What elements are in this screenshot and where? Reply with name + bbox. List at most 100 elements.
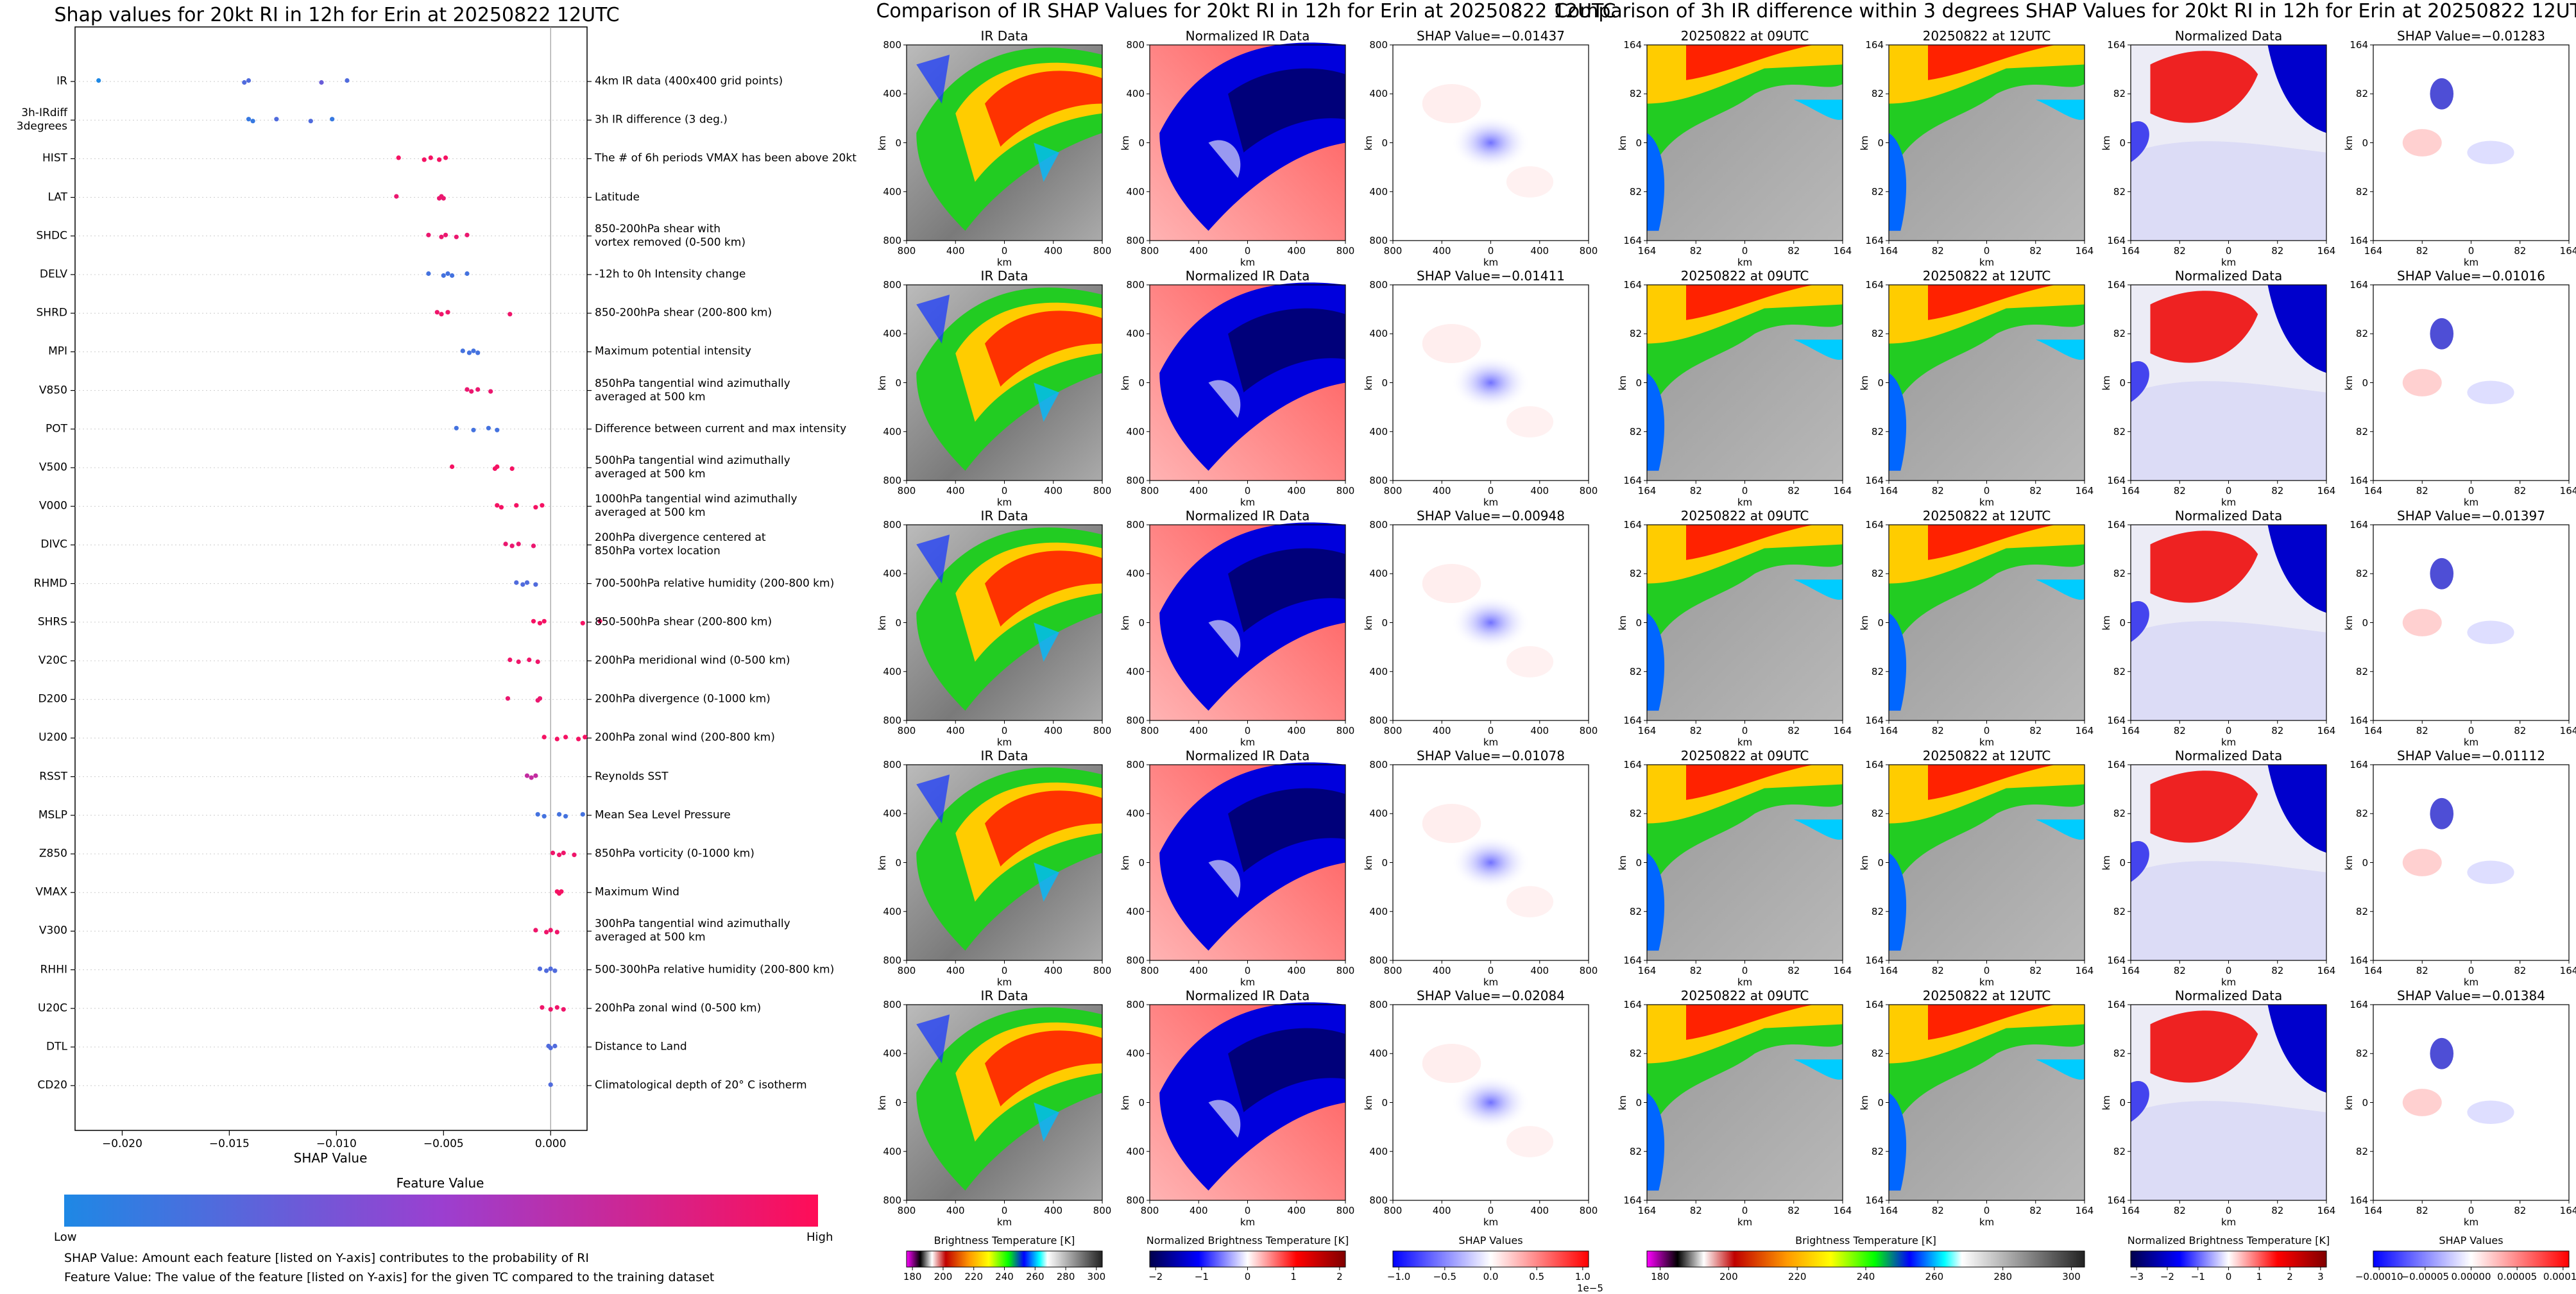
ir-panel-norm	[1147, 1002, 1346, 1204]
panel-x-tick-label: 82	[2416, 1205, 2428, 1216]
panel-x-tick-label: 800	[1093, 725, 1112, 736]
feature-label: DTL	[46, 1040, 67, 1053]
shap-point	[443, 232, 448, 237]
feature-label: DIVC	[40, 538, 67, 551]
panel-y-tick-label: 164	[2350, 519, 2368, 531]
irdiff-panel-title: 20250822 at 12UTC	[1922, 748, 2051, 763]
panel-xlabel: km	[2463, 497, 2479, 508]
colorbar-tick-label: 180	[1651, 1271, 1669, 1282]
irdiff-panel-irB	[1886, 284, 2085, 484]
colorbar-tick-label: 0.0	[1483, 1271, 1499, 1282]
panel-x-tick-label: 0	[2468, 245, 2475, 257]
panel-xlabel: km	[2463, 976, 2479, 988]
panel-y-tick-label: 400	[1126, 665, 1145, 677]
feature-label: MPI	[48, 345, 67, 358]
panel-x-tick-label: 0	[2468, 725, 2475, 736]
panel-y-tick-label: 82	[2113, 568, 2126, 580]
irdiff-panel-norm	[2128, 524, 2327, 724]
panel-y-tick-label: 82	[2355, 808, 2368, 820]
ir-panel-shap	[1390, 44, 1589, 244]
panel-x-tick-label: 164	[2075, 725, 2094, 736]
panel-y-tick-label: 164	[1865, 39, 1884, 51]
feature-label: V20C	[38, 654, 67, 667]
panel-xlabel: km	[1240, 1216, 1256, 1228]
panel-x-tick-label: 82	[2514, 725, 2527, 736]
colorbar-tick-label: −1.0	[1386, 1271, 1411, 1282]
irdiff-panel-norm	[2128, 284, 2327, 484]
colorbar-tick-label: 280	[1056, 1271, 1075, 1282]
shap-point	[246, 78, 252, 83]
feature-note: Feature Value: The value of the feature …	[64, 1270, 715, 1284]
shap-point	[441, 273, 446, 278]
panel-x-tick-label: 0	[1244, 245, 1251, 257]
panel-y-tick-label: 400	[1126, 568, 1145, 580]
panel-ylabel: km	[1617, 1094, 1628, 1111]
panel-y-tick-label: 164	[2107, 235, 2126, 246]
shap-point	[465, 387, 470, 392]
shap-point	[509, 543, 515, 549]
shap-point	[445, 271, 450, 277]
irdiff-panel-title: Normalized Data	[2174, 28, 2283, 44]
panel-x-tick-label: 164	[2559, 1205, 2576, 1216]
shap-point	[583, 735, 588, 740]
ir-panel-title: SHAP Value=−0.01437	[1417, 28, 1565, 44]
colorbar-label: Normalized Brightness Temperature [K]	[2127, 1234, 2330, 1247]
panel-x-tick-label: 82	[2029, 1205, 2042, 1216]
feature-description: Maximum Wind	[595, 885, 679, 899]
panel-xlabel: km	[996, 497, 1012, 508]
panel-y-tick-label: 164	[2107, 475, 2126, 486]
panel-x-tick-label: 82	[2173, 725, 2186, 736]
panel-x-tick-label: 800	[1383, 485, 1403, 497]
panel-y-tick-label: 82	[2113, 425, 2126, 438]
panel-y-tick-label: 82	[2355, 665, 2368, 677]
panel-ylabel: km	[1859, 375, 1870, 391]
panel-x-tick-label: 82	[2271, 725, 2284, 736]
irdiff-comparison-title: Comparison of 3h IR difference within 3 …	[1554, 0, 2576, 22]
panel-xlabel: km	[996, 257, 1012, 268]
panel-y-tick-label: 400	[883, 905, 901, 917]
panel-x-tick-label: 800	[1383, 965, 1403, 976]
shap-point	[557, 812, 562, 817]
shap-point	[469, 389, 474, 394]
panel-y-tick-label: 0	[2362, 377, 2368, 389]
ir-panel-norm	[1147, 42, 1346, 244]
panel-y-tick-label: 0	[1138, 377, 1145, 389]
panel-x-tick-label: 0	[1244, 1205, 1251, 1216]
panel-ylabel: km	[1363, 615, 1374, 631]
panel-y-tick-label: 164	[1865, 715, 1884, 726]
panel-x-tick-label: 800	[1383, 725, 1403, 736]
shap-point	[520, 582, 525, 587]
panel-x-tick-label: 400	[1287, 245, 1306, 257]
shap-xlabel: SHAP Value	[293, 1150, 368, 1166]
panel-ylabel: km	[2101, 615, 2112, 631]
panel-x-tick-label: 164	[2364, 965, 2383, 976]
panel-y-tick-label: 400	[1369, 185, 1388, 198]
shap-point	[495, 464, 500, 470]
shap-point	[524, 773, 530, 778]
panel-y-tick-label: 0	[1635, 856, 1642, 869]
colorbar-tick-label: −2	[2160, 1271, 2174, 1282]
panel-x-tick-label: 0	[2225, 245, 2232, 257]
panel-x-tick-label: 400	[1432, 965, 1451, 976]
shap-point	[516, 659, 521, 665]
panel-x-tick-label: 0	[1244, 725, 1251, 736]
shap-point	[308, 119, 313, 124]
panel-xlabel: km	[1483, 497, 1499, 508]
panel-ylabel: km	[1617, 375, 1628, 391]
colorbar-tick-label: 0	[2225, 1271, 2232, 1282]
shap-point	[439, 312, 444, 317]
panel-xlabel: km	[1737, 1216, 1753, 1228]
feature-label: SHRD	[36, 306, 67, 319]
panel-ylabel: km	[2101, 855, 2112, 871]
shap-point	[486, 425, 491, 430]
shap-point	[246, 117, 252, 122]
feature-label: LAT	[47, 191, 67, 204]
panel-x-tick-label: 800	[1093, 485, 1112, 497]
irdiff-panel-irA	[1644, 44, 1843, 244]
irdiff-panel-shap	[2370, 284, 2570, 484]
panel-x-tick-label: 800	[1336, 245, 1355, 257]
shap-point	[563, 735, 568, 740]
panel-x-tick-label: 800	[1579, 245, 1598, 257]
panel-x-tick-label: 0	[1001, 485, 1008, 497]
panel-ylabel: km	[2101, 135, 2112, 151]
